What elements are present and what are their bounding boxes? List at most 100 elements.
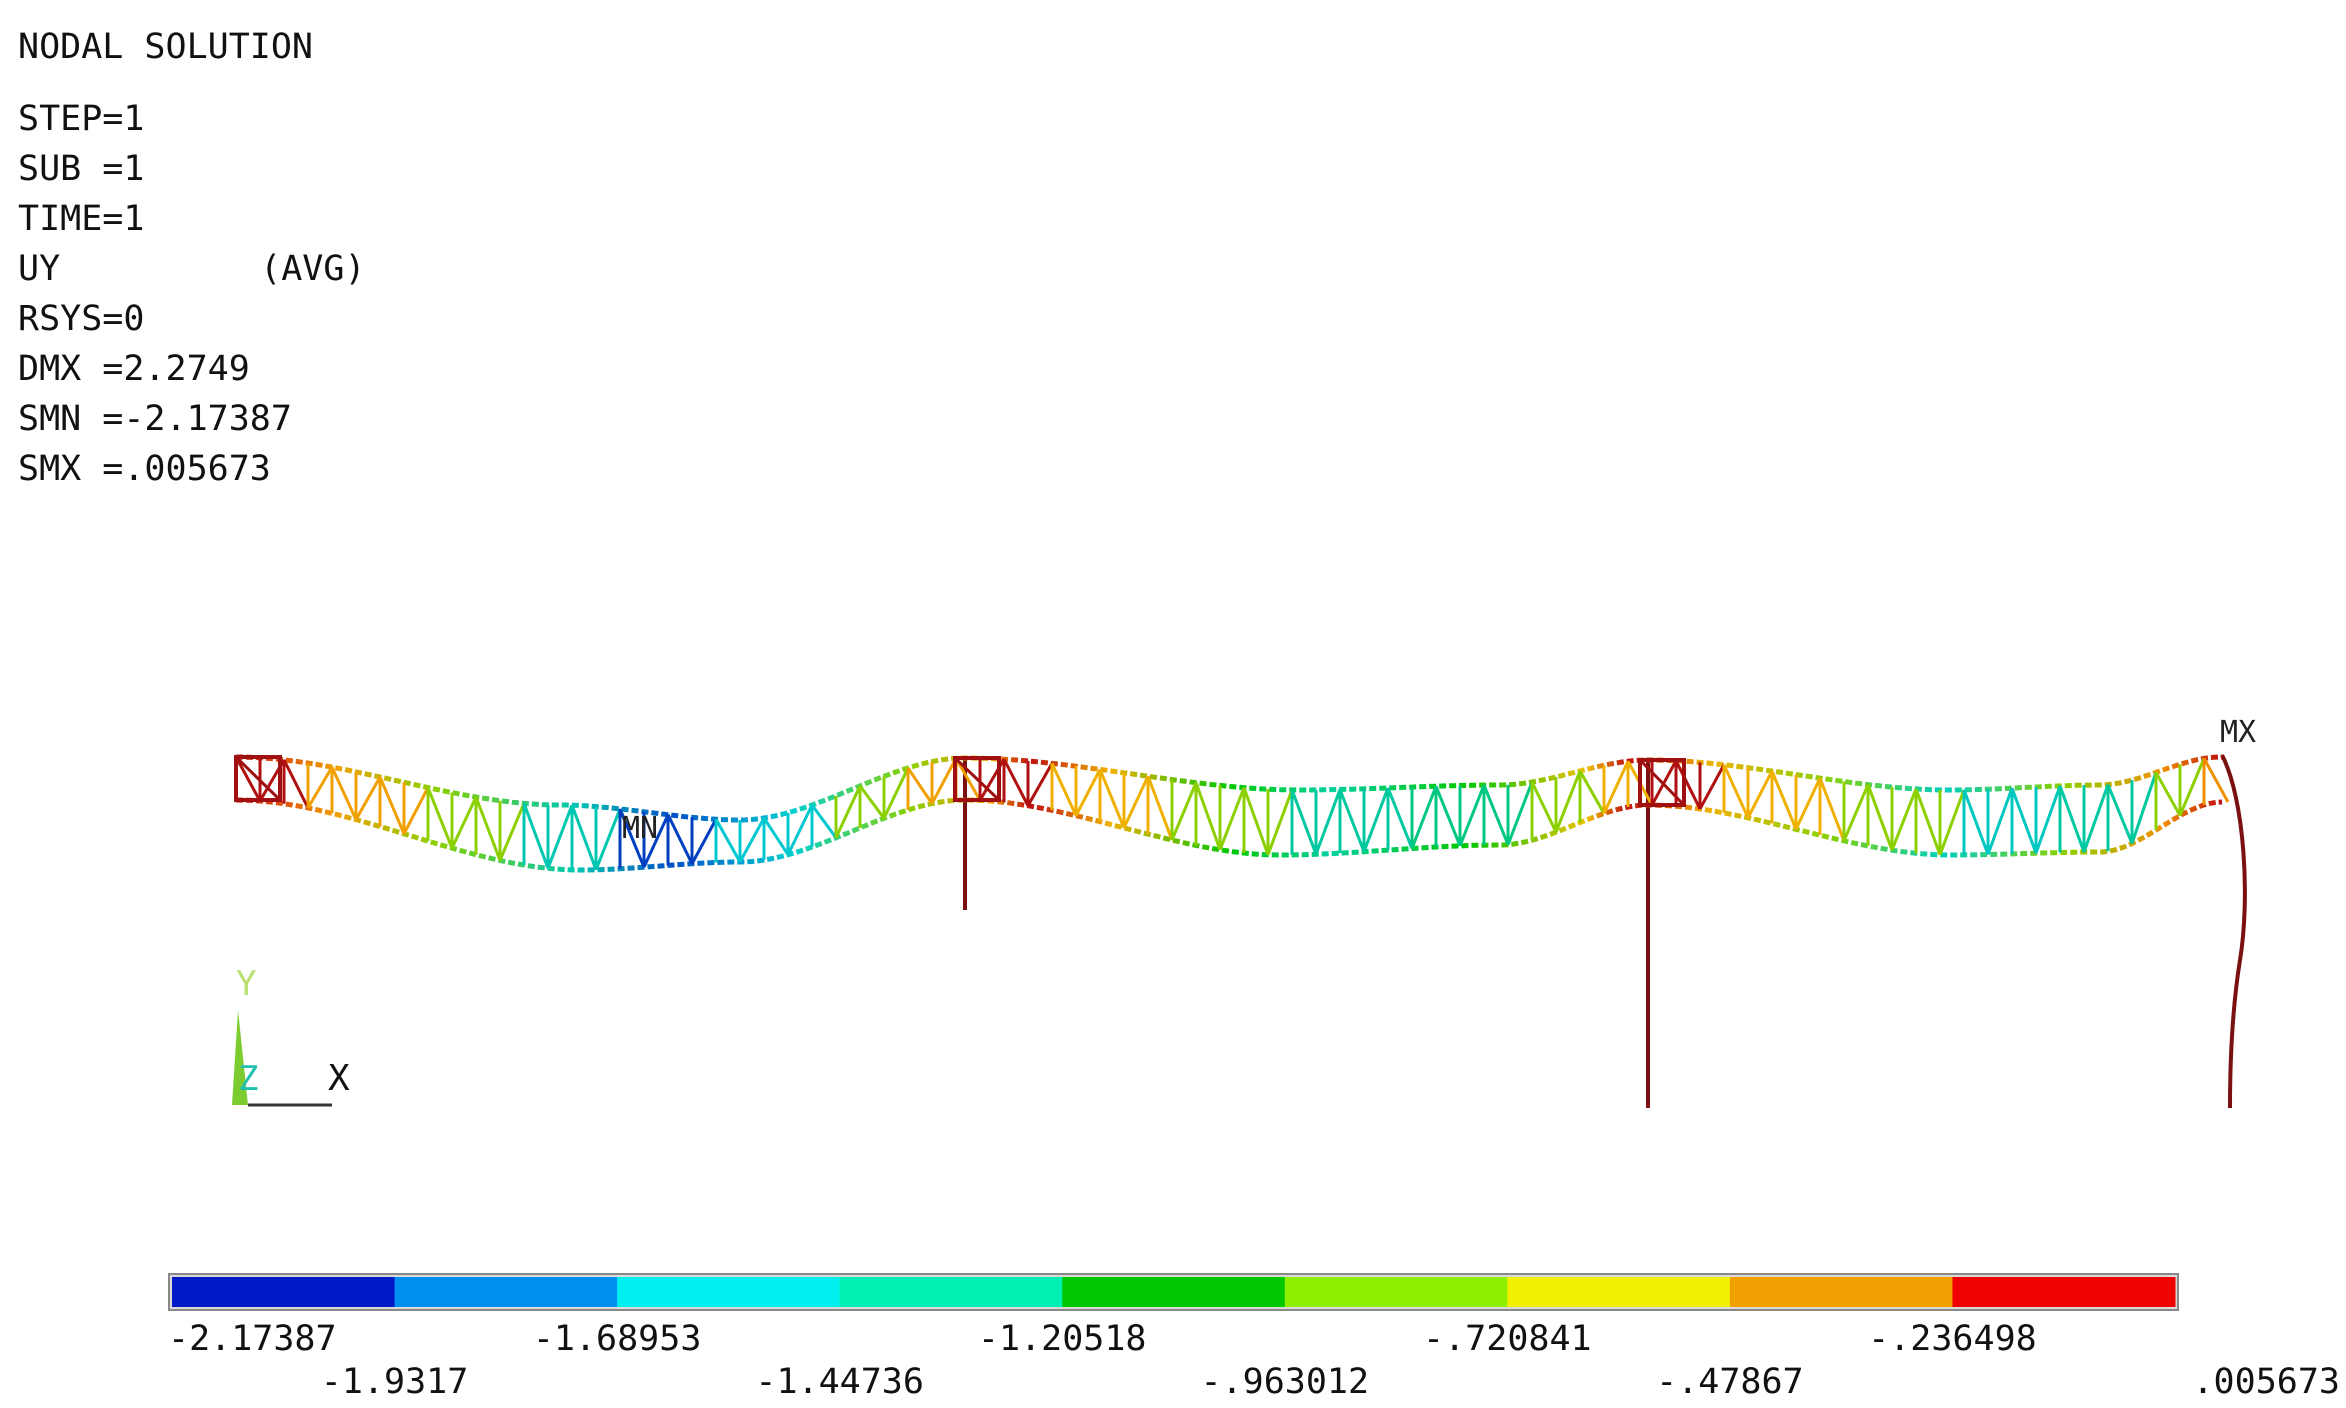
legend-label: -.963012	[1200, 1362, 1369, 1402]
contour-legend: -2.17387-1.9317 -1.68953 -1.44736 -1.20518 -…	[168, 1273, 2340, 1402]
web-diagonal	[1026, 762, 1054, 807]
web-diagonal	[954, 757, 982, 802]
avg-label: (AVG)	[260, 249, 366, 289]
web-diagonal	[2010, 787, 2038, 854]
web-diagonal	[2082, 784, 2110, 853]
web-diagonal	[1434, 785, 1462, 847]
legend-label: -.720841	[1423, 1319, 1592, 1359]
web-diagonal	[354, 776, 382, 821]
support-frame	[234, 755, 282, 802]
web-diagonal	[1074, 768, 1102, 817]
web-diagonal	[858, 785, 886, 820]
support-frame	[953, 756, 1001, 802]
web-diagonal	[690, 818, 718, 865]
web-diagonal	[666, 814, 694, 865]
web-diagonal	[618, 808, 646, 868]
web-diagonal	[2202, 757, 2230, 803]
legend-label: -1.44736	[755, 1362, 924, 1402]
web-diagonal	[570, 804, 598, 871]
support-frame-diagonal	[1638, 758, 1686, 807]
substep-label: SUB =1	[18, 149, 145, 189]
web-diagonal	[1146, 775, 1174, 841]
web-diagonal	[378, 776, 406, 835]
web-diagonal	[1602, 760, 1630, 815]
web-diagonal	[1386, 787, 1414, 850]
legend-swatch	[839, 1277, 1063, 1307]
solution-info-panel: NODAL SOLUTION STEP=1 SUB =1 TIME=1 UY (A…	[18, 22, 366, 494]
web-diagonal	[738, 817, 766, 863]
web-diagonal	[810, 804, 838, 839]
web-diagonal	[642, 814, 670, 868]
web-diagonal	[2130, 771, 2158, 844]
web-diagonal	[426, 787, 454, 849]
web-diagonal	[1698, 764, 1726, 810]
step-label: STEP=1	[18, 99, 145, 139]
web-diagonal	[546, 804, 574, 869]
web-diagonal	[1266, 789, 1294, 856]
legend-swatch	[172, 1277, 396, 1307]
web-diagonal	[1794, 777, 1822, 830]
web-diagonal	[2034, 785, 2062, 854]
web-diagonal	[522, 802, 550, 869]
web-diagonal	[1770, 770, 1798, 830]
support-frame-diagonal	[234, 755, 282, 802]
legend-swatch	[394, 1277, 618, 1307]
solution-title: NODAL SOLUTION	[18, 27, 314, 67]
legend-label: .005673	[2192, 1362, 2340, 1402]
max-marker: MX	[2220, 715, 2256, 750]
legend-label: -1.68953	[533, 1319, 702, 1359]
web-diagonal	[1674, 760, 1702, 810]
web-diagonal	[1914, 788, 1942, 856]
legend-label: -1.9317	[321, 1362, 469, 1402]
web-diagonal	[1722, 764, 1750, 819]
web-diagonal	[1986, 787, 2014, 856]
web-diagonal	[834, 785, 862, 839]
column-3	[2220, 754, 2247, 1109]
web-diagonal	[234, 756, 262, 802]
web-diagonal	[1098, 768, 1126, 829]
web-diagonal	[1938, 789, 1966, 856]
web-diagonal	[498, 802, 526, 861]
web-diagonal	[1242, 787, 1270, 856]
web-diagonal	[1194, 782, 1222, 851]
legend-swatch	[617, 1277, 841, 1307]
support-frame-diagonal	[953, 756, 1001, 802]
web-diagonal	[2154, 771, 2182, 817]
min-marker: MN	[622, 811, 658, 846]
web-diagonal	[1410, 785, 1438, 850]
web-diagonal	[1170, 782, 1198, 841]
web-diagonal	[1506, 781, 1534, 846]
legend-swatch	[1507, 1277, 1731, 1307]
top-chord	[236, 754, 2223, 823]
web-members	[234, 756, 2230, 871]
web-diagonal	[882, 767, 910, 819]
legend-swatch	[1952, 1277, 2176, 1307]
web-diagonal	[1866, 784, 1894, 851]
dmx-label: DMX =2.2749	[18, 349, 250, 389]
web-diagonal	[1002, 758, 1030, 807]
web-diagonal	[330, 766, 358, 821]
web-diagonal	[1122, 775, 1150, 829]
web-diagonal	[1290, 789, 1318, 855]
truss-structure	[234, 754, 2230, 873]
smn-label: SMN =-2.17387	[18, 399, 292, 439]
y-axis-label: Y	[236, 964, 256, 1004]
legend-label: -.47867	[1656, 1362, 1804, 1402]
legend-label: -.236498	[1868, 1319, 2037, 1359]
y-axis-arrow	[232, 1010, 248, 1105]
web-diagonal	[2178, 757, 2206, 817]
legend-label: -1.20518	[978, 1319, 1147, 1359]
web-diagonal	[786, 804, 814, 856]
web-diagonal	[1338, 788, 1366, 853]
time-label: TIME=1	[18, 199, 145, 239]
web-diagonal	[402, 786, 430, 835]
rsys-label: RSYS=0	[18, 299, 145, 339]
web-diagonal	[594, 808, 622, 871]
quantity-row: UY (AVG)	[18, 244, 366, 294]
legend-swatch	[1062, 1277, 1286, 1307]
web-diagonal	[714, 818, 742, 863]
support-frame	[1638, 758, 1686, 807]
web-diagonal	[282, 759, 310, 809]
z-axis-label: Z	[238, 1059, 258, 1099]
